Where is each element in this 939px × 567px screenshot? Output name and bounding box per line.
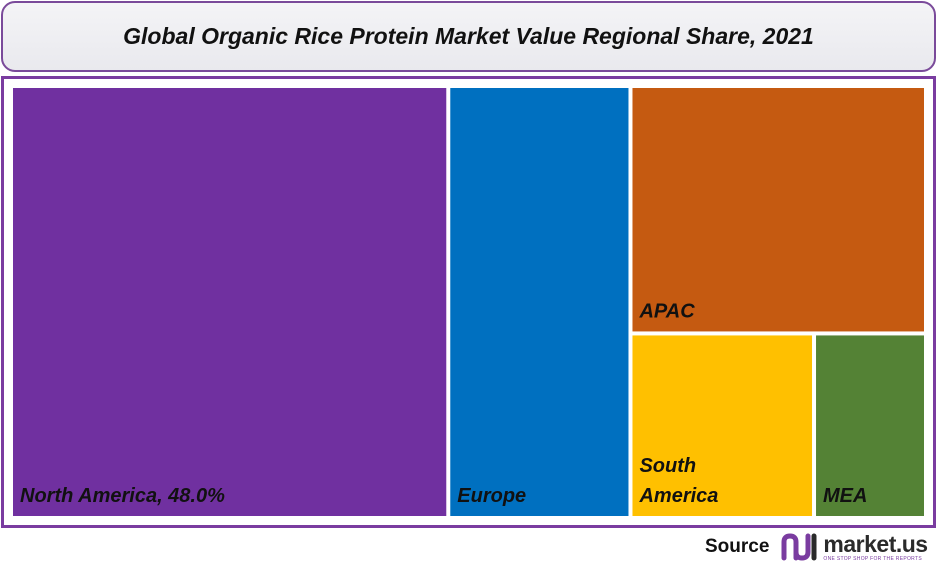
- market-us-logo-icon: [781, 533, 817, 561]
- treemap-frame: North America, 48.0% Europe APAC South Ameri…: [1, 76, 936, 528]
- treemap-tile-mea: [816, 335, 924, 516]
- treemap-label-mea: MEA: [823, 485, 867, 507]
- treemap-tile-apac: [632, 88, 924, 332]
- source-label: Source: [705, 536, 770, 557]
- logo-name: market.us: [823, 530, 928, 557]
- market-us-logo: market.us ONE STOP SHOP FOR THE REPORTS: [781, 530, 928, 562]
- treemap-label-europe: Europe: [457, 485, 526, 507]
- treemap-chart: North America, 48.0% Europe APAC South Ameri…: [13, 88, 924, 516]
- treemap-label-south-america: South America: [638, 455, 718, 507]
- chart-title-box: Global Organic Rice Protein Market Value…: [1, 1, 936, 72]
- treemap-tile-south-america: [632, 335, 813, 516]
- treemap-label-north-america: North America, 48.0%: [20, 485, 225, 507]
- treemap-label-apac: APAC: [638, 300, 695, 322]
- source-footer: Source market.us ONE STOP SHOP FOR THE R…: [705, 530, 937, 564]
- logo-tagline: ONE STOP SHOP FOR THE REPORTS: [823, 555, 922, 562]
- treemap-tile-north-america: [13, 88, 447, 516]
- chart-title: Global Organic Rice Protein Market Value…: [123, 23, 814, 49]
- treemap-tile-europe: [450, 88, 629, 516]
